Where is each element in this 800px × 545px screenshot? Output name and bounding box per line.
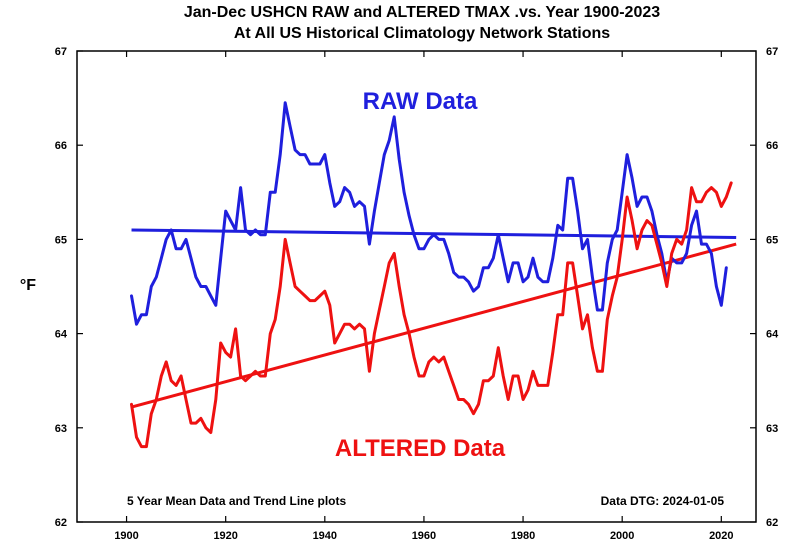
bottom-right-annotation: Data DTG: 2024-01-05 <box>601 494 725 508</box>
y-tick-label-left: 65 <box>55 234 67 246</box>
x-tick-label: 1920 <box>213 530 237 542</box>
y-tick-label-left: 62 <box>55 517 67 529</box>
y-tick-label-right: 65 <box>766 234 778 246</box>
chart-subtitle: At All US Historical Climatology Network… <box>234 25 610 42</box>
raw-data-label: RAW Data <box>363 88 478 115</box>
altered-data-trend-line <box>131 242 737 409</box>
y-tick-label-right: 66 <box>766 140 778 152</box>
altered-data-series-line <box>130 181 733 449</box>
chart-title: Jan-Dec USHCN RAW and ALTERED TMAX .vs. … <box>184 4 660 21</box>
x-tick-label: 2000 <box>610 530 634 542</box>
x-tick-label: 1940 <box>313 530 337 542</box>
y-tick-label-right: 63 <box>766 423 778 435</box>
y-tick-label-left: 63 <box>55 423 67 435</box>
altered-data-label: ALTERED Data <box>335 435 506 462</box>
y-tick-label-left: 67 <box>55 46 67 58</box>
x-tick-label: 1900 <box>114 530 138 542</box>
y-axis-label: °F <box>20 277 36 294</box>
series-lines <box>130 101 733 449</box>
y-tick-label-right: 67 <box>766 46 778 58</box>
y-tick-label-right: 64 <box>766 329 779 341</box>
x-tick-label: 1960 <box>412 530 436 542</box>
x-tick-label: 1980 <box>511 530 535 542</box>
x-tick-label: 2020 <box>709 530 733 542</box>
y-tick-label-left: 64 <box>55 329 68 341</box>
axes: 1900 1920 1940 1960 1980 2000 2020 62 62 63 63 64 64… <box>55 46 779 542</box>
y-tick-label-left: 66 <box>55 140 67 152</box>
y-tick-label-right: 62 <box>766 517 778 529</box>
raw-data-series-line <box>130 101 728 326</box>
plot-frame <box>76 50 757 523</box>
bottom-left-annotation: 5 Year Mean Data and Trend Line plots <box>127 494 347 508</box>
